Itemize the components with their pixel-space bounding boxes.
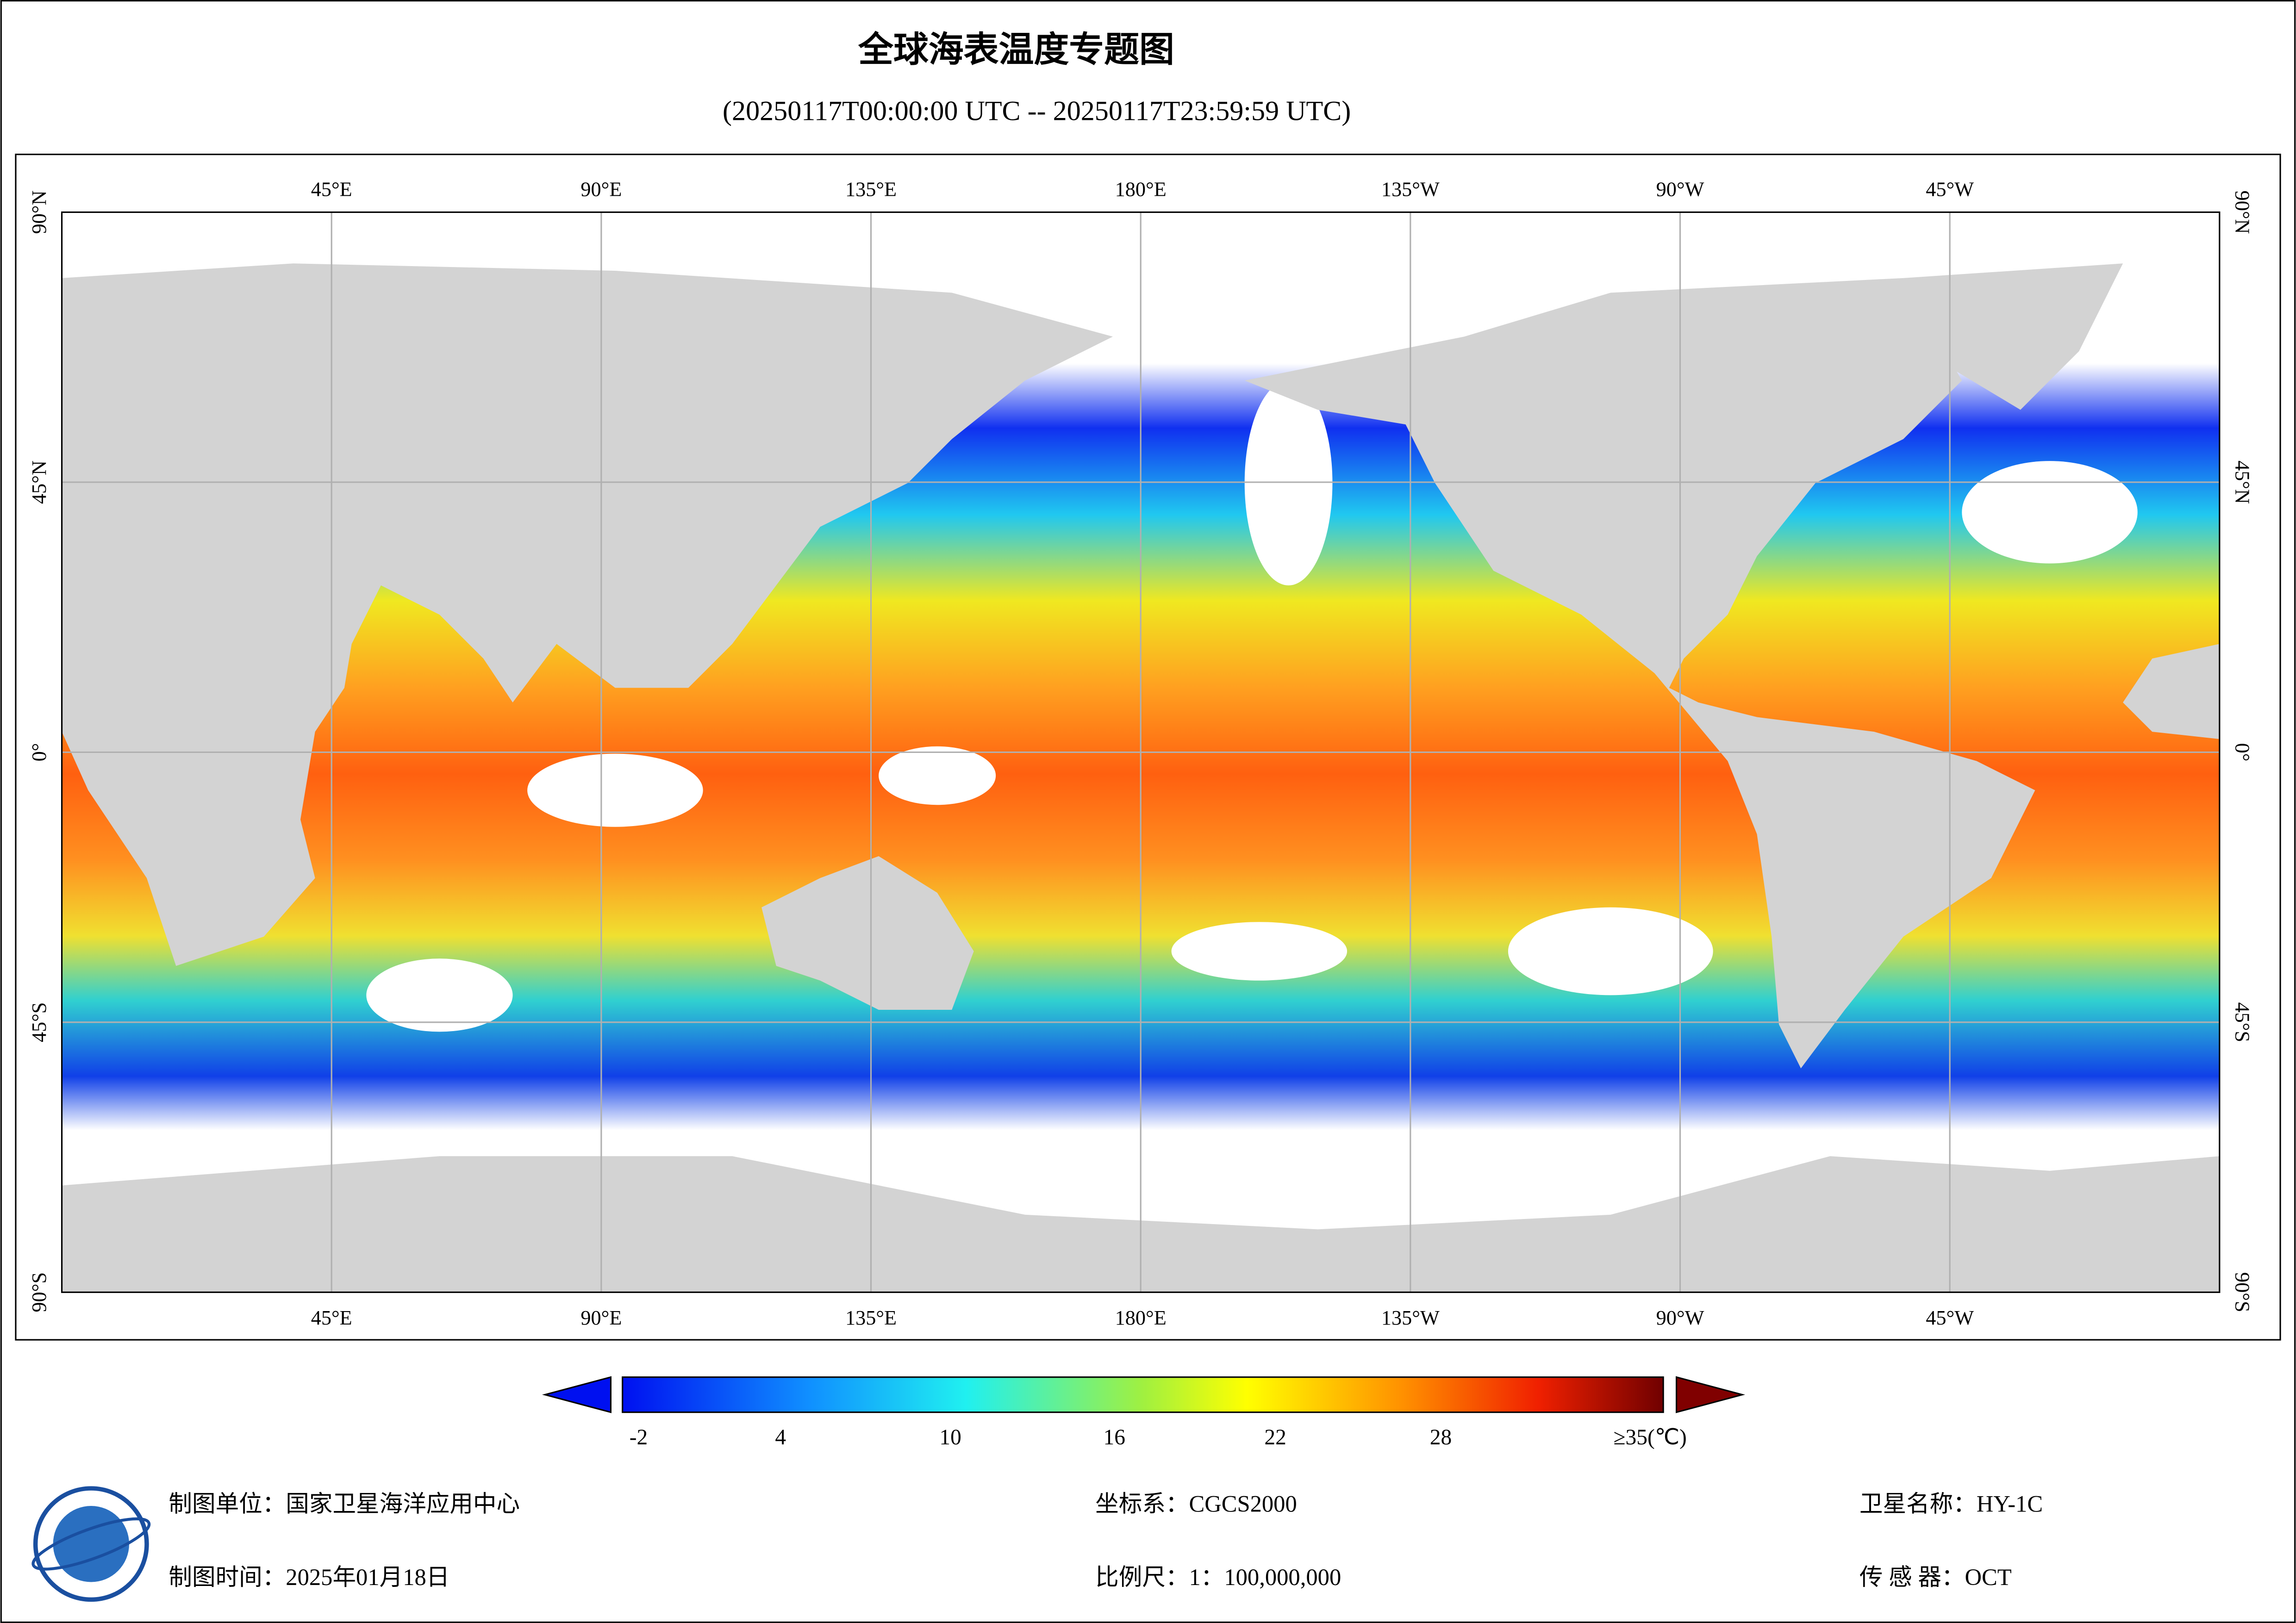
footer-satellite: 卫星名称：HY-1C xyxy=(1859,1491,2043,1517)
colorbar-label: 28 xyxy=(1430,1425,1452,1449)
lon-label-top: 90°W xyxy=(1656,178,1704,201)
lat-label-left: 90°S xyxy=(28,1272,50,1312)
lat-label-left: 0° xyxy=(28,743,50,762)
lat-label-right: 90°S xyxy=(2231,1272,2254,1312)
title: 全球海表温度专题图 xyxy=(858,29,1174,70)
lat-label-left: 90°N xyxy=(28,191,50,234)
colorbar-label: 10 xyxy=(939,1425,961,1449)
coordinate-labels: 45°E 45°E 90°E 90°E 135°E 135°E 180°E 180°E 135°… xyxy=(28,178,2254,1329)
lon-label-top: 135°W xyxy=(1381,178,1440,201)
map xyxy=(61,211,2221,1293)
lat-label-left: 45°N xyxy=(28,460,50,504)
lon-label-bottom: 135°W xyxy=(1381,1306,1440,1329)
colorbar-label: -2 xyxy=(630,1425,648,1449)
lat-label-right: 90°N xyxy=(2231,191,2254,234)
lon-label-bottom: 45°W xyxy=(1926,1306,1974,1329)
footer-date: 制图时间：2025年01月18日 xyxy=(168,1564,449,1590)
lat-label-right: 45°S xyxy=(2231,1002,2254,1043)
colorbar-label: 16 xyxy=(1104,1425,1125,1449)
lon-label-top: 90°E xyxy=(580,178,622,201)
map-border xyxy=(61,211,2221,1293)
lon-label-bottom: 135°E xyxy=(845,1306,897,1329)
lon-label-bottom: 45°E xyxy=(311,1306,352,1329)
colorbar-label: 22 xyxy=(1264,1425,1286,1449)
lon-label-top: 180°E xyxy=(1115,178,1167,201)
lat-label-right: 0° xyxy=(2231,743,2254,762)
colorbar-label: 4 xyxy=(775,1425,786,1449)
subtitle: (20250117T00:00:00 UTC -- 20250117T23:59… xyxy=(723,95,1351,126)
lat-label-left: 45°S xyxy=(28,1002,50,1043)
colorbar-label: ≥35(℃) xyxy=(1614,1425,1687,1449)
colorbar-labels: -2 4 10 16 22 28 ≥35(℃) xyxy=(630,1425,1687,1449)
footer-sensor: 传 感 器：OCT xyxy=(1859,1564,2012,1590)
colorbar-ramp xyxy=(622,1376,1664,1413)
lon-label-top: 45°W xyxy=(1926,178,1974,201)
colorbar-max-arrow xyxy=(1676,1376,1746,1413)
colorbar-min-arrow xyxy=(542,1376,612,1413)
graticule xyxy=(62,212,2220,1293)
footer-crs: 坐标系：CGCS2000 xyxy=(1095,1491,1297,1517)
map-frame xyxy=(15,154,2281,1341)
lon-label-top: 45°E xyxy=(311,178,352,201)
lon-label-bottom: 180°E xyxy=(1115,1306,1167,1329)
lon-label-bottom: 90°E xyxy=(580,1306,622,1329)
footer-scale: 比例尺：1：100,000,000 xyxy=(1095,1564,1341,1590)
colorbar: -2 4 10 16 22 28 ≥35(℃) xyxy=(542,1376,1746,1449)
lon-label-bottom: 90°W xyxy=(1656,1306,1704,1329)
lon-label-top: 135°E xyxy=(845,178,897,201)
logo xyxy=(31,1486,151,1602)
footer-unit: 制图单位：国家卫星海洋应用中心 xyxy=(168,1491,520,1517)
lat-label-right: 45°N xyxy=(2231,460,2254,504)
